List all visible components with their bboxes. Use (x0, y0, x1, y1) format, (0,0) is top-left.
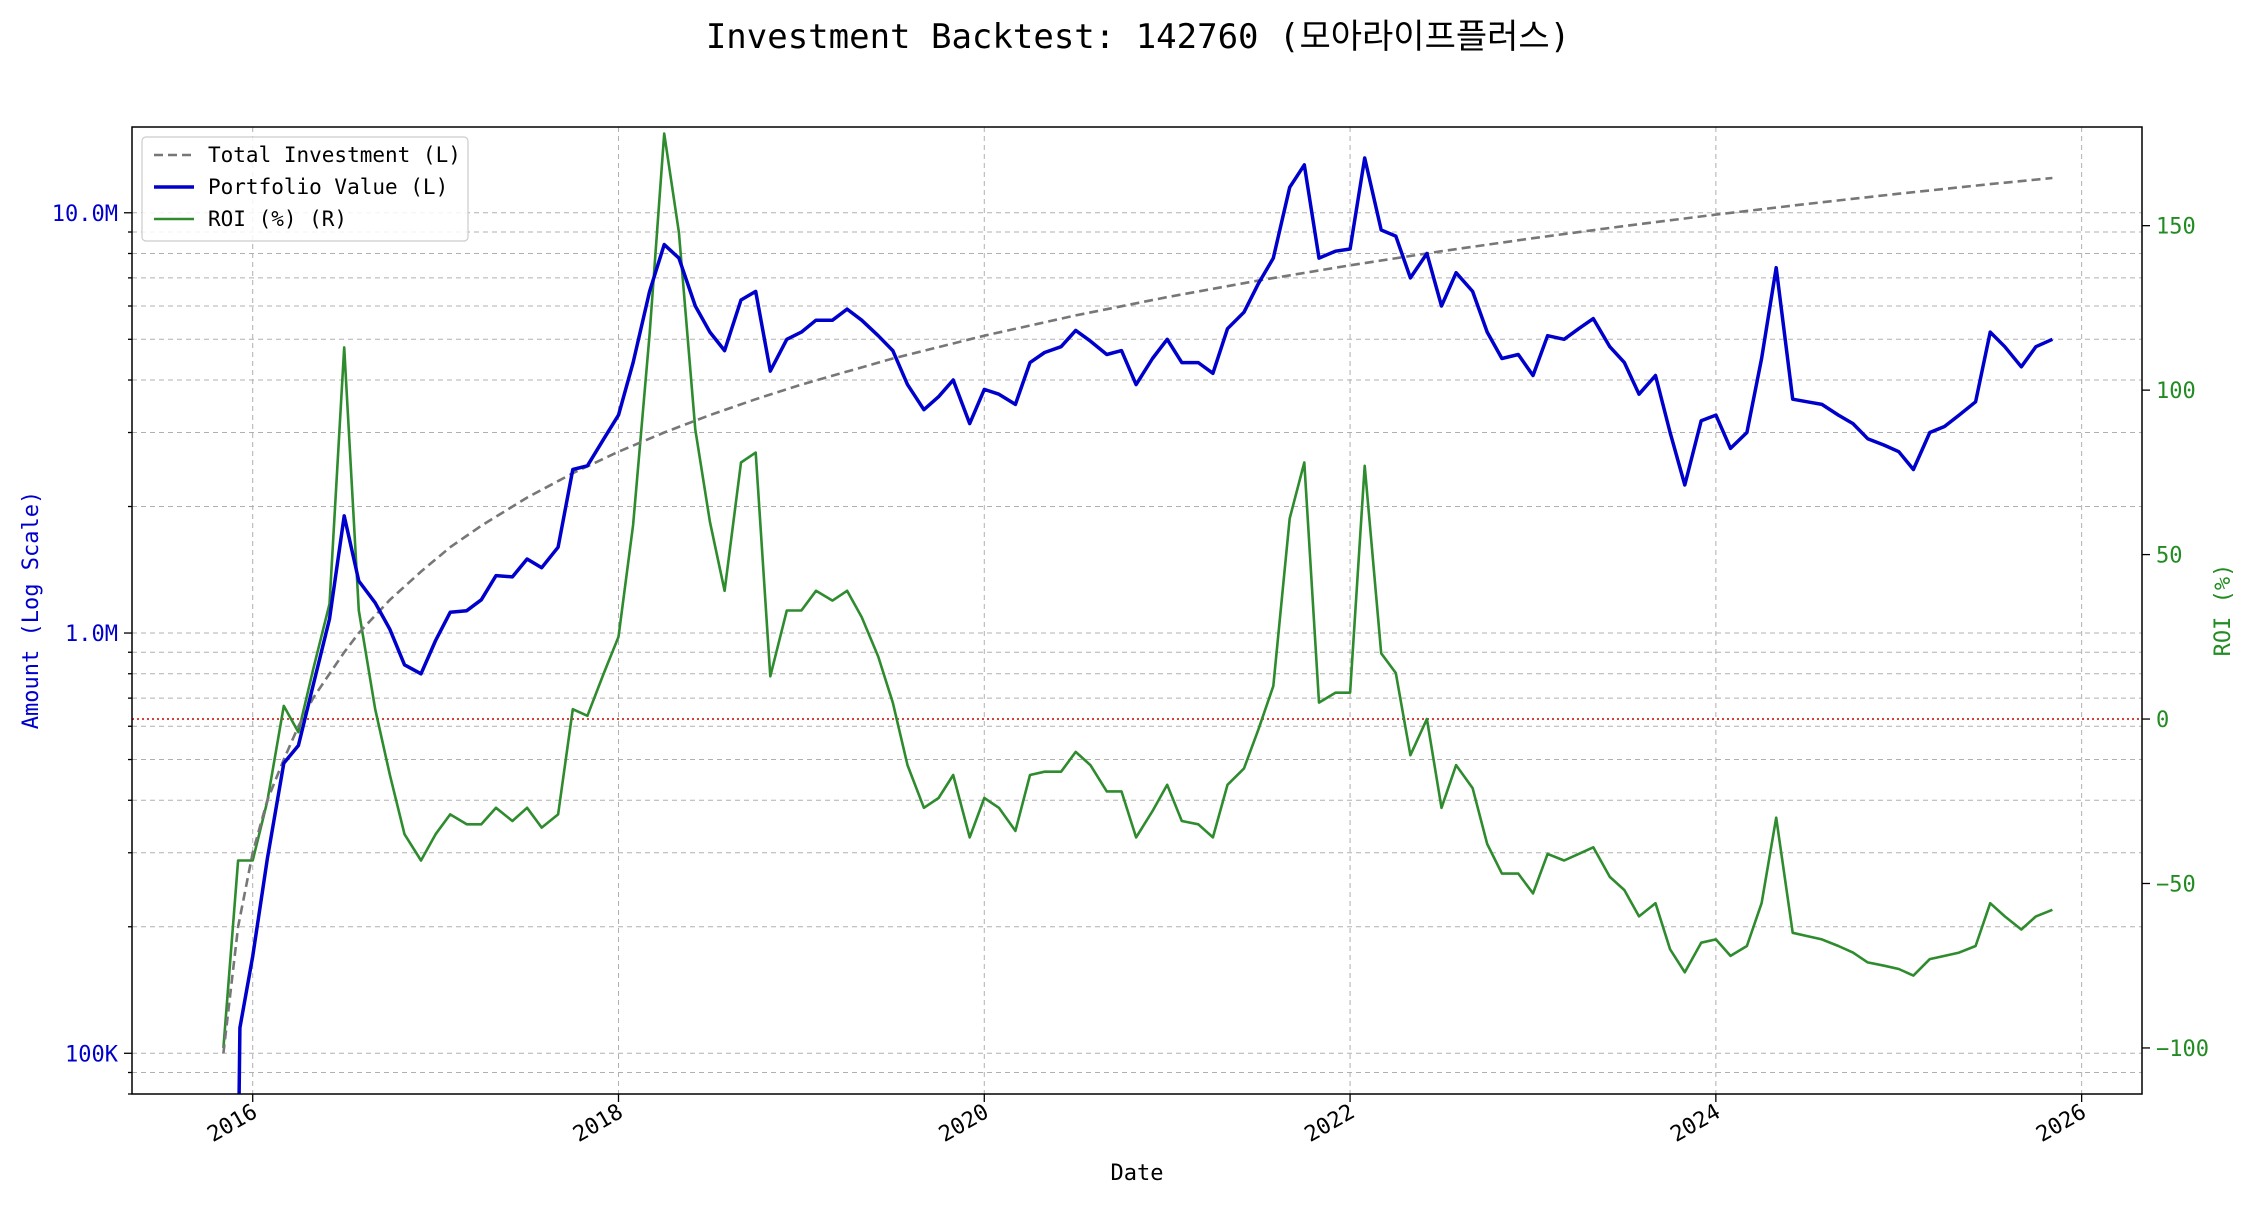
series-line-0 (222, 176, 2053, 1054)
plot-frame (131, 126, 2143, 1095)
series-line-1 (237, 156, 2054, 1094)
legend-label-2: ROI (%) (R) (208, 207, 347, 231)
x-tick-label: 2016 (203, 1100, 261, 1148)
right-tick-label: 100 (2156, 379, 2196, 404)
legend-label-1: Portfolio Value (L) (208, 175, 448, 199)
x-tick-label: 2026 (2032, 1100, 2090, 1148)
x-axis-label: Date (1111, 1161, 1164, 1186)
x-tick-label: 2018 (569, 1100, 627, 1148)
chart-title: Investment Backtest: 142760 (모아라이프플러스) (706, 17, 1570, 57)
x-tick-label: 2020 (935, 1100, 993, 1148)
x-tick-label: 2024 (1666, 1100, 1724, 1148)
grid-lines (132, 127, 2142, 1095)
left-tick-label: 100K (65, 1042, 119, 1067)
left-tick-label: 1.0M (65, 622, 118, 647)
right-tick-label: 150 (2156, 215, 2196, 240)
series-line-2 (222, 132, 2053, 1049)
left-axis-ticks: 100K 1.0M 10.0M (52, 202, 132, 1095)
right-tick-label: −50 (2156, 872, 2196, 897)
legend: Total Investment (L) Portfolio Value (L) R… (141, 136, 469, 242)
right-axis-ticks: −100 −50 0 50 100 150 (2142, 215, 2209, 1062)
series-lines (222, 132, 2054, 1094)
x-axis-ticks: 2016 2018 2020 2022 2024 2026 (203, 1094, 2091, 1148)
legend-label-0: Total Investment (L) (208, 143, 461, 167)
left-tick-label: 10.0M (52, 202, 118, 227)
legend-box (141, 136, 469, 242)
x-tick-label: 2022 (1301, 1100, 1359, 1148)
right-tick-label: 0 (2156, 708, 2169, 733)
left-axis-label: Amount (Log Scale) (19, 491, 44, 729)
right-tick-label: −100 (2156, 1037, 2209, 1062)
right-tick-label: 50 (2156, 544, 2183, 569)
right-axis-label: ROI (%) (2211, 564, 2236, 657)
